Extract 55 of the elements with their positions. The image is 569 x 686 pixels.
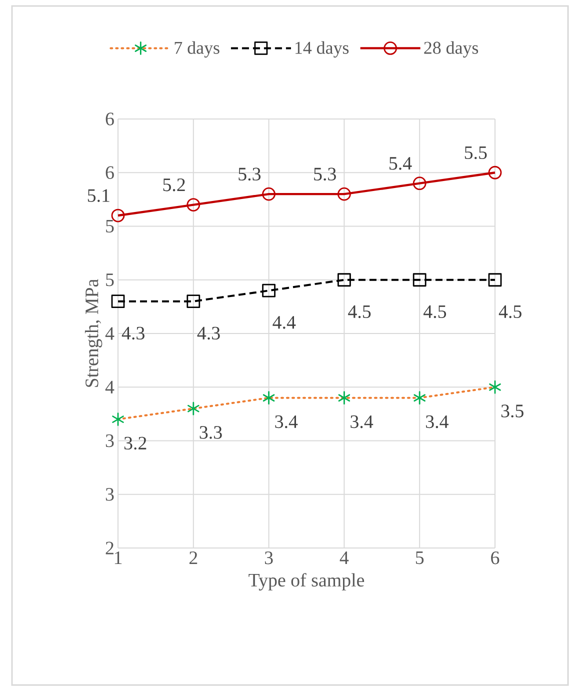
point	[488, 166, 502, 180]
point	[338, 187, 351, 201]
y-tick-label: 6	[106, 166, 114, 179]
point	[262, 391, 275, 405]
data-label: 5.4	[390, 157, 412, 170]
data-label: 4.3	[197, 326, 220, 340]
point	[262, 187, 276, 201]
point	[262, 284, 276, 298]
point	[414, 391, 426, 405]
data-label: 4.5	[423, 305, 446, 318]
legend-label: 28 days	[424, 41, 478, 58]
y-tick-label: 3	[106, 434, 114, 448]
data-label: 5.5	[464, 146, 487, 160]
data-label: 4.5	[348, 305, 371, 318]
x-tick-label: 3	[264, 552, 273, 564]
point	[112, 412, 124, 426]
data-label: 4.4	[272, 316, 296, 329]
point	[186, 294, 200, 308]
point	[412, 273, 426, 287]
data-label: 3.4	[426, 415, 448, 428]
point	[111, 294, 125, 308]
data-label: 5.3	[314, 168, 336, 181]
legend-label: 7 days	[174, 41, 220, 58]
y-tick-label: 5	[106, 274, 114, 286]
x-tick-label: 2	[189, 552, 198, 564]
data-label: 3.4	[275, 415, 298, 428]
x-tick-label: 4	[340, 552, 349, 564]
data-label: 3.4	[350, 415, 374, 428]
y-axis-title: Strength, MPa	[84, 279, 102, 387]
point	[338, 391, 350, 405]
data-label: 5.3	[238, 168, 261, 181]
x-tick-label: 6	[491, 552, 500, 564]
point	[412, 176, 426, 190]
point	[188, 402, 200, 416]
y-tick-label: 4	[105, 380, 114, 394]
data-label: 5.1	[88, 189, 110, 202]
data-label: 3.3	[200, 426, 222, 439]
point	[488, 273, 502, 287]
y-tick-label: 6	[106, 112, 114, 126]
x-tick-label: 5	[416, 552, 424, 564]
y-tick-label: 4	[105, 327, 114, 340]
data-label: 4.5	[498, 305, 522, 318]
x-axis-title: Type of sample	[248, 573, 364, 590]
data-label: 3.2	[124, 436, 146, 450]
y-tick-label: 2	[106, 542, 114, 554]
data-label: 3.5	[501, 404, 524, 418]
data-label: 4.3	[122, 326, 144, 340]
point	[489, 380, 501, 394]
point	[338, 273, 351, 287]
legend-label: 14 days	[296, 41, 349, 58]
point	[186, 198, 200, 212]
x-tick-label: 1	[114, 552, 122, 564]
data-label: 5.2	[163, 178, 185, 192]
y-tick-label: 5	[106, 220, 114, 233]
y-tick-label: 3	[106, 488, 114, 501]
